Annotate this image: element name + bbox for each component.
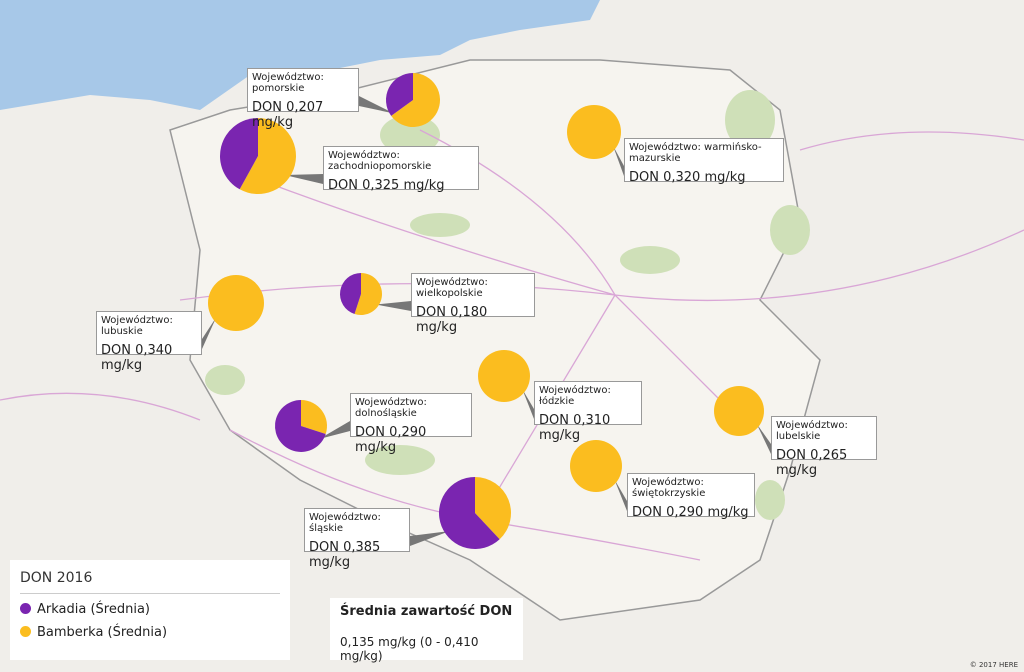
region-label: Województwo: dolnośląskie bbox=[355, 397, 427, 419]
legend-title: DON 2016 bbox=[20, 570, 93, 586]
pie-slice bbox=[386, 72, 413, 116]
callout: Województwo: dolnośląskie DON 0,290 mg/kg bbox=[350, 393, 472, 455]
region-value: DON 0,385 mg/kg bbox=[309, 540, 381, 570]
legend-label: Bamberka (Średnia) bbox=[37, 625, 168, 640]
pie-slice bbox=[354, 273, 382, 315]
region-label: Województwo: świętokrzyskie bbox=[632, 477, 706, 499]
callout: Województwo: pomorskie DON 0,207 mg/kg bbox=[247, 68, 359, 130]
pie-slice bbox=[239, 118, 297, 194]
legend-swatch bbox=[20, 603, 31, 614]
pie-slice bbox=[478, 350, 530, 402]
attribution: © 2017 HERE bbox=[969, 661, 1018, 669]
divider bbox=[20, 593, 280, 594]
pie-slice bbox=[391, 73, 440, 127]
pie-slice bbox=[439, 477, 500, 550]
callout-pointer bbox=[612, 145, 624, 176]
region-label: Województwo: śląskie bbox=[309, 512, 381, 534]
pie-slice bbox=[275, 400, 326, 453]
callout-pointer bbox=[319, 421, 350, 439]
region-label: Województwo: wielkopolskie bbox=[416, 277, 488, 299]
pie-slice bbox=[570, 440, 622, 492]
region-label: Województwo: lubuskie bbox=[101, 315, 173, 337]
summary-card: Średnia zawartość DON 0,135 mg/kg (0 - 0… bbox=[330, 598, 523, 663]
pie-slice bbox=[208, 275, 264, 331]
legend: DON 2016 Arkadia (Średnia) Bamberka (Śred… bbox=[10, 560, 290, 660]
callout: Województwo: świętokrzyskie DON 0,290 mg/… bbox=[627, 473, 755, 520]
callout-pointer bbox=[614, 479, 627, 511]
region-label: Województwo: łódzkie bbox=[539, 385, 611, 407]
callout: Województwo: zachodniopomorskie DON 0,325… bbox=[323, 146, 479, 193]
region-label: Województwo: lubelskie bbox=[776, 420, 848, 442]
region-value: DON 0,340 mg/kg bbox=[101, 343, 173, 373]
callout: Województwo: śląskie DON 0,385 mg/kg bbox=[304, 508, 410, 570]
region-value: DON 0,207 mg/kg bbox=[252, 100, 324, 130]
legend-swatch bbox=[20, 626, 31, 637]
legend-item: Arkadia (Średnia) bbox=[20, 602, 150, 617]
region-value: DON 0,320 mg/kg bbox=[629, 170, 746, 185]
pie-slice bbox=[301, 400, 328, 435]
region-value: DON 0,310 mg/kg bbox=[539, 413, 611, 443]
callout: Województwo: lubuskie DON 0,340 mg/kg bbox=[96, 311, 202, 373]
summary-title: Średnia zawartość DON bbox=[340, 604, 513, 619]
legend-item: Bamberka (Średnia) bbox=[20, 625, 167, 640]
pie-slice bbox=[567, 105, 621, 159]
callout-pointer bbox=[522, 389, 534, 419]
region-value: DON 0,265 mg/kg bbox=[776, 448, 848, 478]
legend-label: Arkadia (Średnia) bbox=[37, 602, 150, 617]
callout: Województwo: lubelskie DON 0,265 mg/kg bbox=[771, 416, 877, 478]
callout-pointer bbox=[410, 531, 450, 546]
summary-text: 0,135 mg/kg (0 - 0,410 mg/kg) bbox=[340, 635, 479, 663]
pie-slice bbox=[220, 118, 258, 190]
callout-pointer bbox=[202, 317, 217, 349]
callout-pointer bbox=[284, 174, 323, 184]
callout-pointer bbox=[375, 301, 411, 311]
forests bbox=[205, 90, 810, 520]
region-label: Województwo: warmińsko-mazurskie bbox=[629, 142, 762, 164]
callout: Województwo: wielkopolskie DON 0,180 mg/k… bbox=[411, 273, 535, 335]
sea bbox=[0, 0, 600, 110]
region-label: Województwo: pomorskie bbox=[252, 72, 324, 94]
callout-pointer bbox=[756, 423, 771, 454]
region-value: DON 0,290 mg/kg bbox=[355, 425, 427, 455]
region-value: DON 0,180 mg/kg bbox=[416, 305, 488, 335]
region-value: DON 0,325 mg/kg bbox=[328, 178, 445, 193]
callout: Województwo: łódzkie DON 0,310 mg/kg bbox=[534, 381, 642, 443]
callout-pointer bbox=[359, 96, 395, 114]
pie-slice bbox=[339, 273, 361, 314]
pie-slice bbox=[475, 477, 511, 540]
callout: Województwo: warmińsko-mazurskie DON 0,32… bbox=[624, 138, 784, 185]
pie-slice bbox=[714, 386, 764, 436]
region-value: DON 0,290 mg/kg bbox=[632, 505, 749, 520]
region-label: Województwo: zachodniopomorskie bbox=[328, 150, 432, 172]
